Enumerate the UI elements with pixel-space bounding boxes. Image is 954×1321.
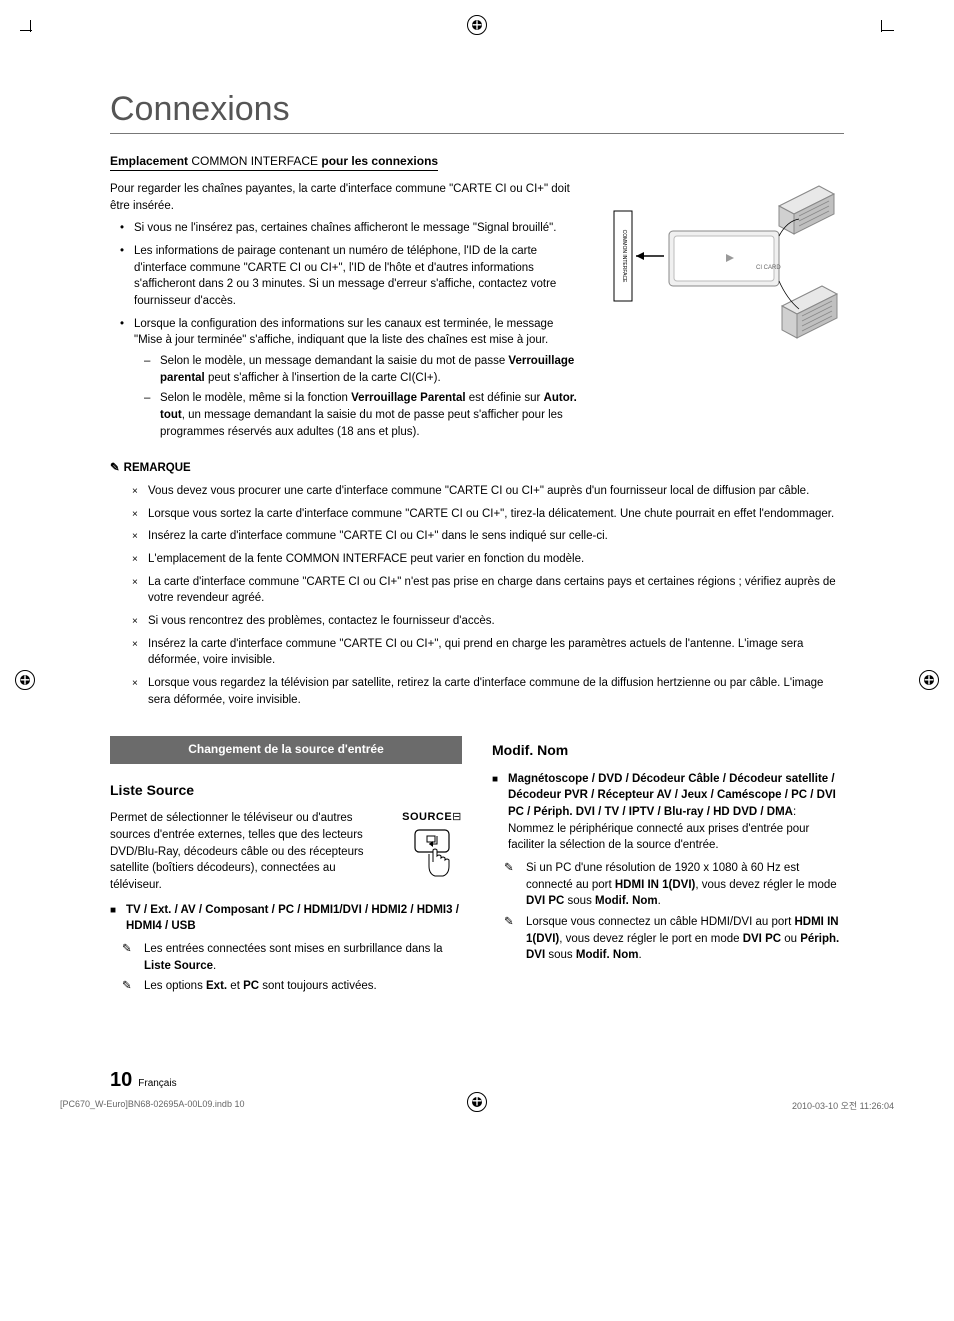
text-bold: PC: [243, 980, 259, 992]
text: sous: [545, 949, 576, 961]
text-bold: Modif. Nom: [576, 949, 639, 961]
imprint-date: 2010-03-10 오전 11:26:04: [792, 1099, 894, 1112]
page-title: Connexions: [110, 90, 844, 134]
text: Selon le modèle, un message demandant la…: [160, 355, 508, 367]
square-list-item: TV / Ext. / AV / Composant / PC / HDMI1/…: [110, 902, 462, 935]
section-subhead: Emplacement COMMON INTERFACE pour les co…: [110, 154, 438, 171]
square-list-item: Magnétoscope / DVD / Décodeur Câble / Dé…: [492, 771, 844, 854]
liste-source-heading: Liste Source: [110, 780, 462, 800]
modif-nom-heading: Modif. Nom: [492, 740, 844, 760]
list-item: Si vous ne l'insérez pas, certaines chaî…: [124, 220, 584, 237]
text: , un message demandant la saisie du mot …: [160, 409, 563, 438]
text: ou: [781, 933, 800, 945]
source-button-illustration: SOURCE⊟: [402, 810, 462, 892]
text: Selon le modèle, même si la fonction: [160, 392, 351, 404]
list-item: Insérez la carte d'interface commune "CA…: [138, 528, 844, 545]
list-item: Vous devez vous procurer une carte d'int…: [138, 483, 844, 500]
text-bold: Magnétoscope / DVD / Décodeur Câble / Dé…: [508, 773, 836, 818]
section-bar: Changement de la source d'entrée: [110, 736, 462, 763]
text-bold: Modif. Nom: [595, 895, 658, 907]
remarque-block: ✎ REMARQUE Vous devez vous procurer une c…: [110, 460, 844, 708]
subhead-text: COMMON INTERFACE: [191, 154, 318, 168]
list-item: Si vous rencontrez des problèmes, contac…: [138, 613, 844, 630]
list-item: Lorsque vous sortez la carte d'interface…: [138, 506, 844, 523]
note-item: Les entrées connectées sont mises en sur…: [122, 941, 462, 974]
list-item: Selon le modèle, un message demandant la…: [150, 353, 584, 386]
text: .: [213, 960, 216, 972]
text: Les options: [144, 980, 206, 992]
text: .: [638, 949, 641, 961]
text-bold: HDMI IN 1(DVI): [615, 879, 696, 891]
text: L'emplacement de la fente: [148, 553, 286, 565]
page-content: Connexions Emplacement COMMON INTERFACE …: [0, 0, 954, 1132]
list-item: Selon le modèle, même si la fonction Ver…: [150, 390, 584, 440]
list-item: Les informations de pairage contenant un…: [124, 243, 584, 310]
remarque-heading: ✎ REMARQUE: [110, 460, 844, 477]
imprint-line: [PC670_W-Euro]BN68-02695A-00L09.indb 10 …: [60, 1099, 894, 1112]
text-bold: Liste Source: [144, 960, 213, 972]
text: Lorsque vous connectez un câble HDMI/DVI…: [526, 916, 794, 928]
text-bold: Ext.: [206, 980, 227, 992]
text-bold: Verrouillage Parental: [351, 392, 465, 404]
text: , vous devez régler le port en mode: [559, 933, 742, 945]
card-label: CI CARD: [756, 265, 781, 271]
text: Les entrées connectées sont mises en sur…: [144, 943, 443, 955]
left-column: Changement de la source d'entrée Liste S…: [110, 736, 462, 998]
text-bold: DVI PC: [526, 895, 564, 907]
page-language: Français: [138, 1078, 176, 1089]
text: et: [227, 980, 243, 992]
right-column: Modif. Nom Magnétoscope / DVD / Décodeur…: [492, 736, 844, 998]
source-label: SOURCE⊟: [402, 810, 462, 826]
subhead-text: Emplacement: [110, 154, 191, 168]
note-item: Les options Ext. et PC sont toujours act…: [122, 978, 462, 995]
text: peut s'afficher à l'insertion de la cart…: [205, 372, 441, 384]
ci-card-diagram: COMMON INTERFACE CI CARD: [604, 181, 844, 361]
imprint-file: [PC670_W-Euro]BN68-02695A-00L09.indb 10: [60, 1099, 244, 1112]
text: peut varier en fonction du modèle.: [407, 553, 584, 565]
note-item: Lorsque vous connectez un câble HDMI/DVI…: [504, 914, 844, 964]
page-footer: 10 Français: [110, 1069, 844, 1092]
text: sont toujours activées.: [259, 980, 377, 992]
list-item-text: Lorsque la configuration des information…: [134, 318, 553, 347]
text: , vous devez régler le mode: [695, 879, 836, 891]
list-item: Lorsque la configuration des information…: [124, 316, 584, 441]
subhead-text: pour les connexions: [318, 154, 438, 168]
text: .: [658, 895, 661, 907]
list-item: Insérez la carte d'interface commune "CA…: [138, 636, 844, 669]
intro-text-block: Pour regarder les chaînes payantes, la c…: [110, 181, 584, 446]
list-item: La carte d'interface commune "CARTE CI o…: [138, 574, 844, 607]
slot-label: COMMON INTERFACE: [621, 230, 627, 283]
note-icon: ✎: [110, 462, 120, 474]
note-item: Si un PC d'une résolution de 1920 x 1080…: [504, 860, 844, 910]
intro-paragraph: Pour regarder les chaînes payantes, la c…: [110, 181, 584, 214]
remarque-label: REMARQUE: [124, 462, 191, 474]
page-number: 10: [110, 1069, 132, 1092]
liste-source-paragraph: Permet de sélectionner le téléviseur ou …: [110, 810, 390, 893]
list-item: L'emplacement de la fente COMMON INTERFA…: [138, 551, 844, 568]
text: sous: [564, 895, 595, 907]
text-bold: DVI PC: [743, 933, 781, 945]
text: COMMON INTERFACE: [286, 553, 407, 565]
list-item: Lorsque vous regardez la télévision par …: [138, 675, 844, 708]
text: est définie sur: [466, 392, 544, 404]
